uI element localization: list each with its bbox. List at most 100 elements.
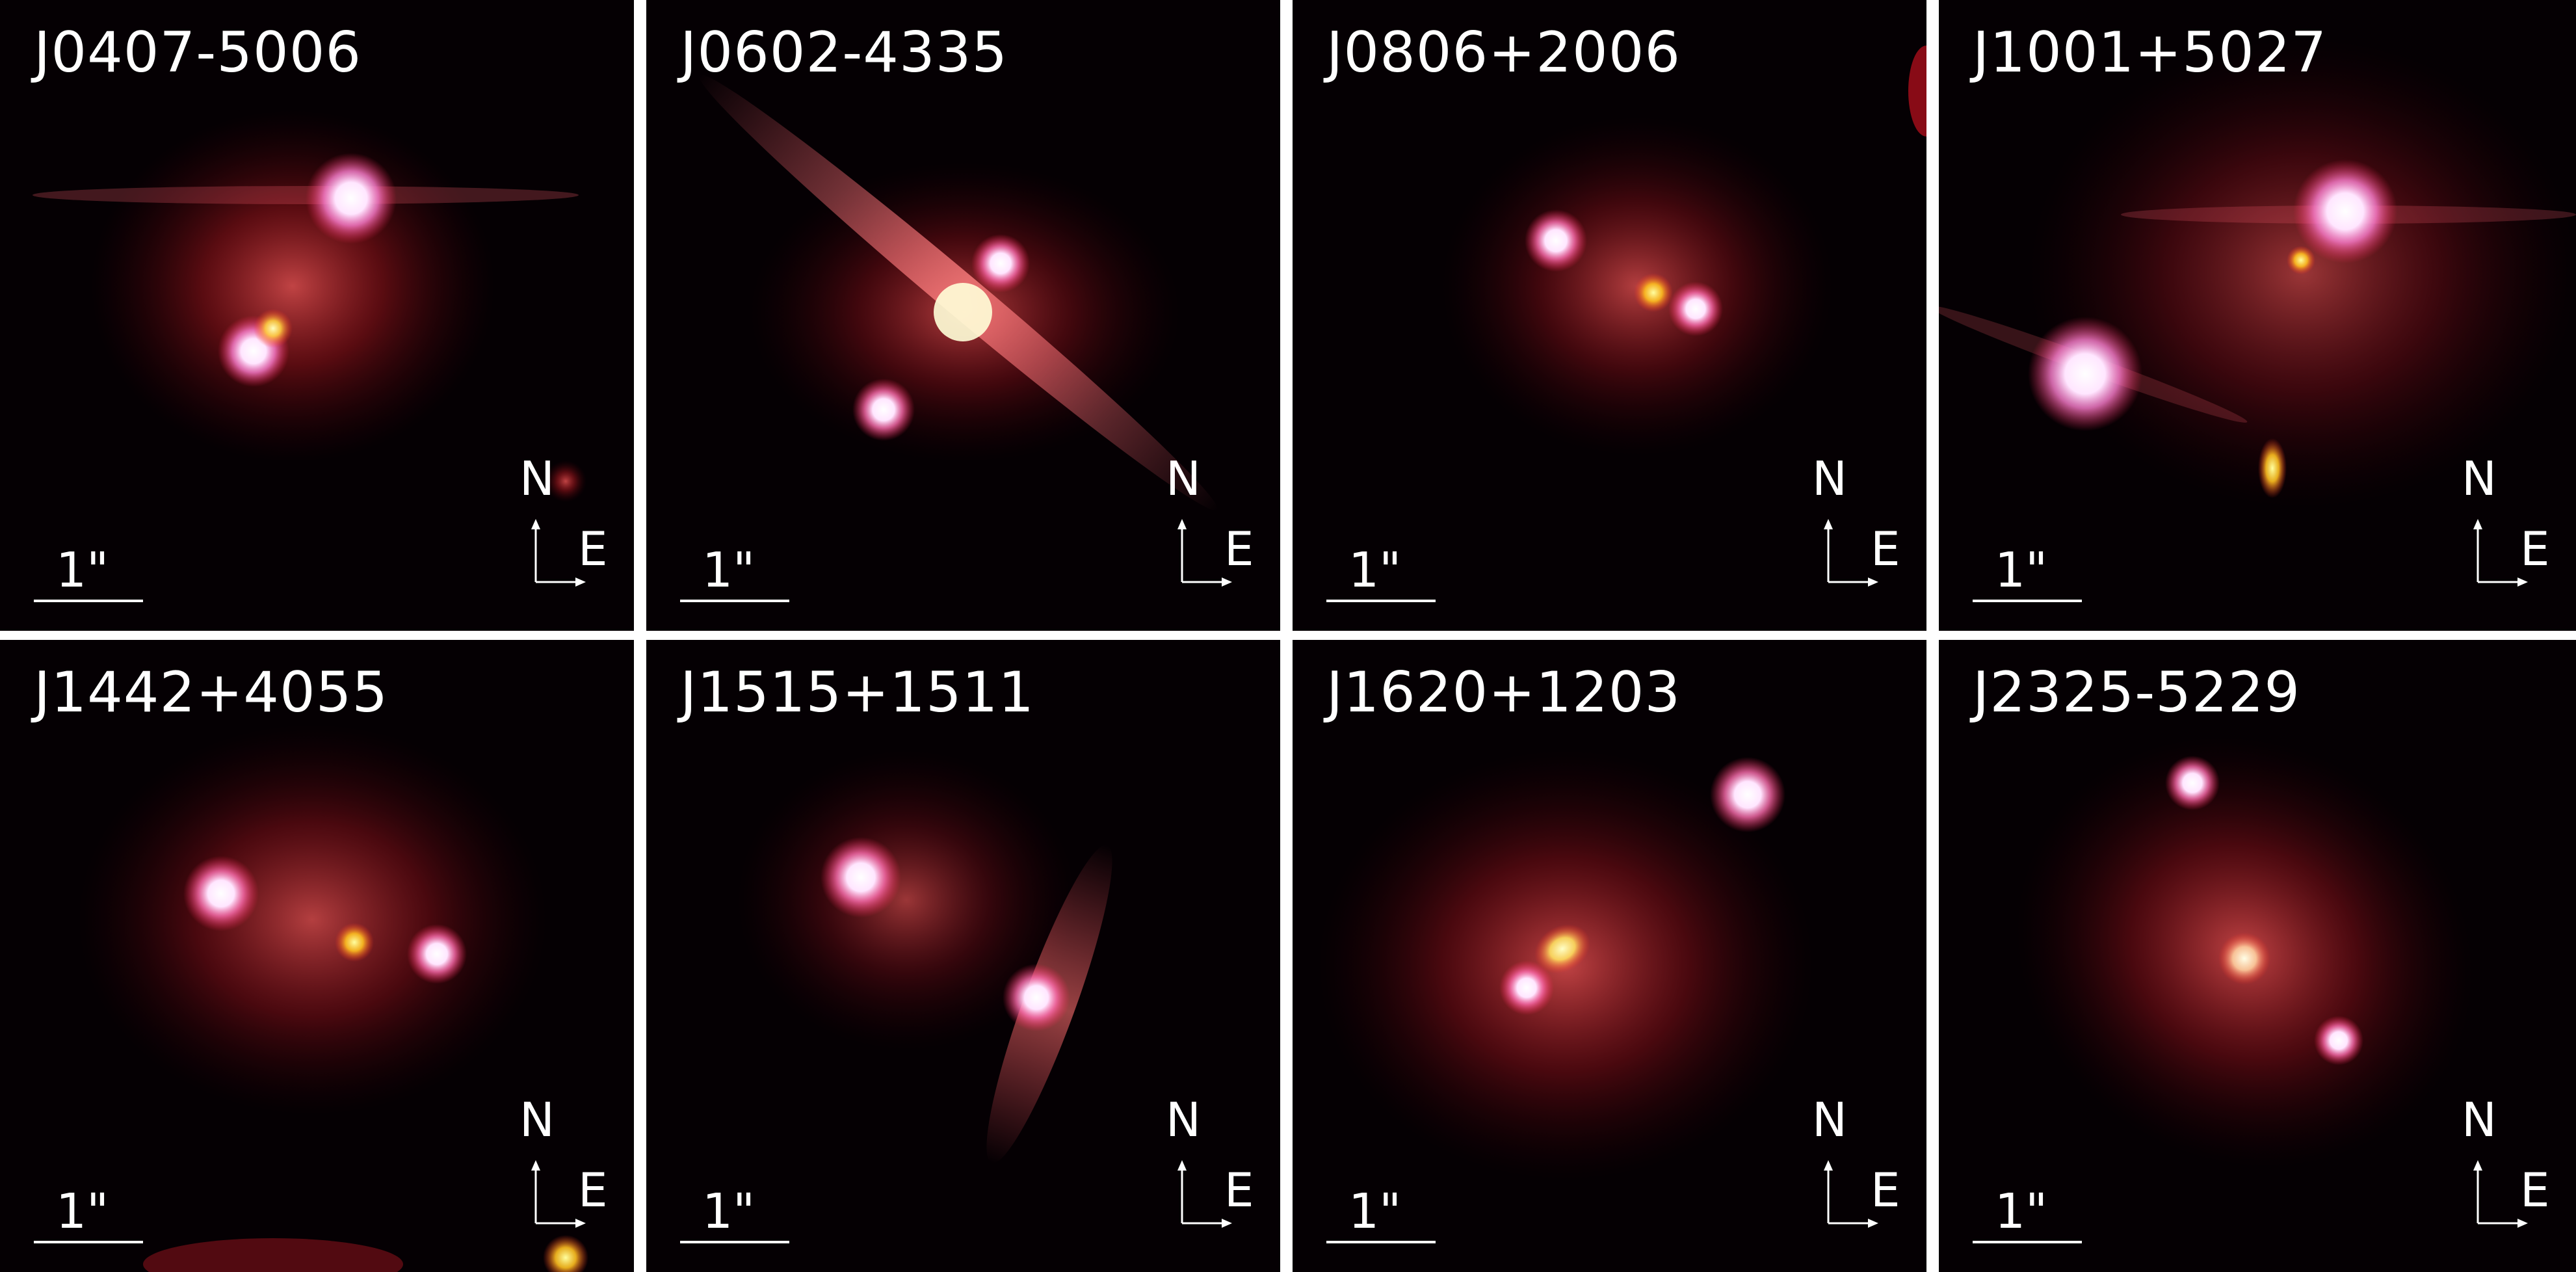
scale-bar-line	[34, 1241, 143, 1243]
panel-label: J0602-4335	[680, 20, 1008, 85]
compass-arrows-icon	[531, 519, 586, 587]
sky-image	[0, 0, 634, 631]
scale-bar: 1"	[1973, 1187, 2082, 1243]
east-label: E	[578, 522, 608, 576]
quasar-image	[1668, 282, 1723, 336]
compass-arrows-icon	[1177, 1160, 1232, 1228]
panel-j0407-5006: J0407-5006 1" N E	[0, 0, 634, 631]
scale-bar-line	[1326, 1241, 1436, 1243]
compass-arrows-icon	[1824, 519, 1878, 587]
quasar-image	[1710, 757, 1785, 832]
scale-bar-label: 1"	[1348, 542, 1402, 598]
east-label: E	[2520, 522, 2550, 576]
panel-label: J1001+5027	[1973, 20, 2328, 85]
lens-galaxy-core	[1534, 924, 1590, 974]
compass-arrows-icon	[1824, 1160, 1878, 1228]
lens-galaxy-core	[1634, 273, 1673, 312]
scale-bar: 1"	[680, 546, 789, 602]
scale-bar-line	[1326, 600, 1436, 602]
scale-bar-line	[34, 600, 143, 602]
quasar-image	[821, 837, 901, 918]
east-label: E	[1224, 1163, 1254, 1217]
panel-j1001-5027: J1001+5027 1" N E	[1939, 0, 2576, 631]
scale-bar: 1"	[34, 1187, 143, 1243]
panel-j0602-4335: J0602-4335 1" N E	[646, 0, 1280, 631]
quasar-image	[852, 378, 915, 441]
sky-image	[1939, 640, 2576, 1272]
sky-image	[1939, 0, 2576, 631]
north-label: N	[1166, 1093, 1201, 1147]
east-label: E	[578, 1163, 608, 1217]
compass-rose: N E	[1799, 455, 1910, 592]
east-label: E	[1871, 522, 1900, 576]
quasar-image	[183, 856, 259, 931]
compass-rose: N E	[506, 455, 617, 592]
scale-bar-label: 1"	[56, 542, 109, 598]
compass-rose: N E	[1153, 1096, 1263, 1233]
lens-galaxy-glow	[91, 111, 494, 462]
panel-label: J1515+1511	[680, 660, 1035, 725]
east-label: E	[1871, 1163, 1900, 1217]
panel-label: J1620+1203	[1326, 660, 1681, 725]
quasar-image	[407, 924, 467, 984]
quasar-image	[1499, 961, 1554, 1015]
compass-arrows-icon	[2473, 519, 2528, 587]
scale-bar: 1"	[34, 546, 143, 602]
quasar-image	[2293, 159, 2397, 263]
east-label: E	[1224, 522, 1254, 576]
scale-bar-label: 1"	[56, 1184, 109, 1239]
lens-galaxy-core	[2287, 246, 2315, 274]
scale-bar: 1"	[1326, 1187, 1436, 1243]
panel-j0806-2006: J0806+2006 1" N E	[1293, 0, 1926, 631]
panel-label: J2325-5229	[1973, 660, 2301, 725]
scale-bar-label: 1"	[702, 542, 756, 598]
lens-galaxy-core	[335, 923, 374, 962]
panel-label: J1442+4055	[34, 660, 389, 725]
north-label: N	[1812, 1093, 1847, 1147]
lens-galaxy-core	[934, 283, 992, 341]
panel-label: J0407-5006	[34, 20, 362, 85]
north-label: N	[1166, 451, 1201, 506]
lens-galaxy-core	[2258, 438, 2287, 498]
panel-label: J0806+2006	[1326, 20, 1681, 85]
quasar-image	[306, 153, 397, 244]
quasar-image	[2314, 1016, 2363, 1065]
compass-rose: N E	[1153, 455, 1263, 592]
scale-bar-label: 1"	[1995, 542, 2048, 598]
sky-image	[646, 0, 1280, 631]
north-label: N	[519, 1093, 555, 1147]
scale-bar-label: 1"	[702, 1184, 756, 1239]
north-label: N	[2462, 1093, 2497, 1147]
compass-arrows-icon	[1177, 519, 1232, 587]
compass-rose: N E	[2449, 455, 2559, 592]
quasar-image	[1525, 209, 1587, 272]
scale-bar: 1"	[1973, 546, 2082, 602]
scale-bar-line	[1973, 600, 2082, 602]
panel-j2325-5229: J2325-5229 1" N E	[1939, 640, 2576, 1272]
panel-j1515-1511: J1515+1511 1" N E	[646, 640, 1280, 1272]
quasar-image	[971, 234, 1030, 293]
sky-image	[0, 640, 634, 1272]
scale-bar-label: 1"	[1995, 1184, 2048, 1239]
compass-arrows-icon	[2473, 1160, 2528, 1228]
panel-j1442-4055: J1442+4055 1" N E	[0, 640, 634, 1272]
quasar-image	[1003, 964, 1070, 1031]
scale-bar: 1"	[680, 1187, 789, 1243]
scale-bar-line	[680, 600, 789, 602]
lens-galaxy-core	[2218, 933, 2270, 985]
sky-image	[1293, 640, 1926, 1272]
north-label: N	[519, 451, 555, 506]
scale-bar: 1"	[1326, 546, 1436, 602]
scale-bar-line	[680, 1241, 789, 1243]
sky-image	[1293, 0, 1926, 631]
quasar-image	[2028, 317, 2142, 431]
lens-galaxy-core	[254, 309, 293, 348]
compass-rose: N E	[1799, 1096, 1910, 1233]
east-label: E	[2520, 1163, 2550, 1217]
compass-rose: N E	[2449, 1096, 2559, 1233]
compass-arrows-icon	[531, 1160, 586, 1228]
north-label: N	[2462, 451, 2497, 506]
sky-image	[646, 640, 1280, 1272]
scale-bar-line	[1973, 1241, 2082, 1243]
